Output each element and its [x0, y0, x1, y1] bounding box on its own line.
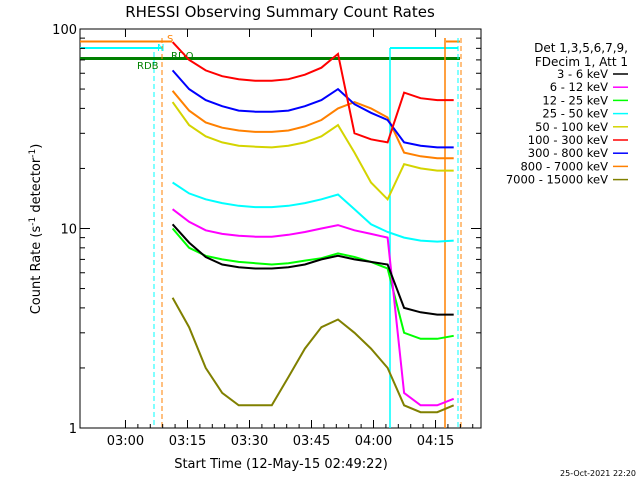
- legend-label-5: 100 - 300 keV: [528, 133, 608, 147]
- legend-label-7: 800 - 7000 keV: [520, 159, 608, 173]
- marker-rdo: RDO: [171, 51, 194, 62]
- state-bars: S N RDO RDB: [80, 34, 462, 428]
- y-axis-label-prefix: Count Rate (s: [29, 226, 44, 315]
- legend-label-2: 12 - 25 keV: [542, 93, 608, 107]
- series-line-4: [171, 101, 454, 202]
- legend-label-6: 300 - 800 keV: [528, 146, 608, 160]
- x-tick-label-4: 04:00: [355, 434, 392, 449]
- series-line-0: [171, 223, 454, 316]
- chart-title: RHESSI Observing Summary Count Rates: [125, 3, 435, 21]
- series-line-8: [171, 297, 455, 414]
- marker-night: N: [157, 43, 164, 54]
- legend-label-4: 50 - 100 keV: [535, 120, 608, 134]
- legend-label-3: 25 - 50 keV: [542, 107, 608, 121]
- series-line-2: [171, 227, 454, 340]
- y-tick-label-2: 100: [52, 23, 77, 38]
- x-tick-label-1: 03:15: [169, 434, 206, 449]
- x-axis: 03:00 03:15 03:30 03:45 04:00 04:15: [107, 29, 474, 449]
- legend-label-0: 3 - 6 keV: [557, 67, 608, 81]
- series-line-6: [171, 69, 454, 149]
- legend: Det 1,3,5,6,7,9, FDecim 1, Att 1 3 - 6 k…: [506, 41, 628, 187]
- y-axis-label-sup1: -1: [28, 217, 38, 226]
- y-axis-label: Count Rate (s-1 detector-1): [28, 144, 44, 315]
- series-layer: [171, 41, 455, 414]
- series-line-1: [171, 208, 455, 407]
- x-tick-label-5: 04:15: [417, 434, 454, 449]
- y-axis-label-sup2: -1: [28, 149, 38, 158]
- x-tick-label-3: 03:45: [293, 434, 330, 449]
- y-axis-label-suffix: ): [29, 144, 44, 149]
- legend-title-1: Det 1,3,5,6,7,9,: [534, 41, 628, 55]
- series-line-7: [171, 90, 454, 160]
- y-axis-label-mid: detector: [29, 157, 44, 217]
- series-line-3: [172, 181, 454, 243]
- y-tick-label-1: 10: [60, 223, 77, 238]
- legend-title-2: FDecim 1, Att 1: [535, 55, 628, 69]
- marker-sunlight: S: [167, 34, 173, 45]
- x-tick-label-0: 03:00: [107, 434, 144, 449]
- x-axis-label: Start Time (12-May-15 02:49:22): [174, 457, 388, 472]
- legend-label-1: 6 - 12 keV: [550, 80, 608, 94]
- x-tick-label-2: 03:30: [231, 434, 268, 449]
- series-line-5: [171, 41, 454, 144]
- y-tick-label-0: 1: [69, 422, 77, 437]
- marker-rdb: RDB: [137, 61, 159, 72]
- timestamp: 25-Oct-2021 22:20: [560, 469, 636, 478]
- y-axis: 1 10 100: [52, 23, 481, 437]
- legend-label-8: 7000 - 15000 keV: [506, 173, 608, 187]
